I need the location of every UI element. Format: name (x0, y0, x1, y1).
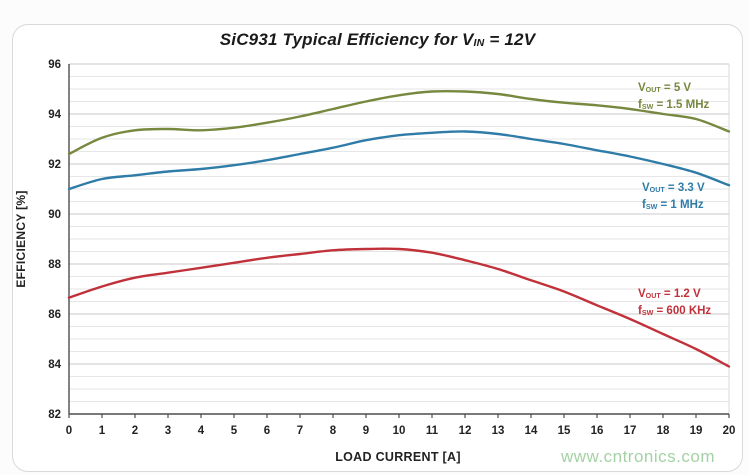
annotation-vout-1v2-line2: fSW = 600 KHz (638, 305, 712, 317)
x-tick-label: 5 (231, 425, 238, 437)
x-tick-label: 16 (591, 425, 604, 437)
y-tick-label: 90 (48, 209, 61, 221)
x-tick-label: 18 (657, 425, 670, 437)
chart-title-main: SiC931 Typical Efficiency for V (219, 30, 474, 49)
annotation-vout-1v2: VOUT = 1.2 V fSW = 600 KHz (638, 286, 711, 320)
x-tick-label: 10 (393, 425, 406, 437)
y-tick-label: 92 (48, 159, 61, 171)
y-tick-label: 82 (48, 409, 61, 421)
watermark: www.cntronics.com (561, 447, 715, 466)
x-tick-label: 11 (426, 425, 439, 437)
annotation-vout-3v3-line2: fSW = 1 MHz (642, 199, 704, 211)
x-tick-label: 13 (492, 425, 505, 437)
y-tick-label: 86 (48, 309, 61, 321)
x-tick-label: 3 (165, 425, 171, 437)
x-tick-label: 20 (723, 425, 736, 437)
annotation-vout-1v2-line1: VOUT = 1.2 V (638, 288, 701, 300)
annotation-vout-5v-line2: fSW = 1.5 MHz (638, 99, 710, 111)
x-tick-label: 12 (459, 425, 472, 437)
annotation-vout-3v3-line1: VOUT = 3.3 V (642, 182, 705, 194)
chart-title-subscript: IN (473, 37, 485, 50)
x-tick-label: 7 (297, 425, 303, 437)
series-curve-0 (67, 89, 731, 156)
x-tick-label: 19 (690, 425, 703, 437)
x-axis-title: LOAD CURRENT [A] (335, 450, 461, 464)
series-curve-1 (67, 130, 731, 191)
x-tick-label: 15 (558, 425, 571, 437)
y-tick-label: 96 (48, 59, 61, 71)
y-axis-title: EFFICIENCY [%] (14, 190, 28, 288)
annotation-vout-5v-line1: VOUT = 5 V (638, 82, 692, 94)
series-curve-2 (67, 247, 731, 368)
x-tick-label: 6 (264, 425, 270, 437)
chart-title-rest: = 12V (484, 30, 536, 49)
x-tick-label: 17 (624, 425, 637, 437)
efficiency-line-chart: 0 1 2 3 4 5 6 7 8 9 10 11 12 13 14 15 16 17 18 19 2096949290… (48, 59, 736, 437)
x-tick-label: 9 (363, 425, 369, 437)
x-tick-label: 4 (198, 425, 205, 437)
x-tick-label: 2 (132, 425, 138, 437)
y-tick-label: 84 (48, 359, 61, 371)
chart-card: SiC931 Typical Efficiency for VIN = 12V … (12, 24, 743, 472)
x-tick-label: 0 (66, 425, 72, 437)
annotation-vout-5v: VOUT = 5 V fSW = 1.5 MHz (638, 80, 709, 114)
y-tick-label: 94 (48, 109, 61, 121)
y-tick-label: 88 (48, 259, 61, 271)
chart-title: SiC931 Typical Efficiency for VIN = 12V (13, 30, 742, 50)
x-tick-label: 8 (330, 425, 337, 437)
annotation-vout-3v3: VOUT = 3.3 V fSW = 1 MHz (642, 180, 705, 214)
x-tick-label: 1 (99, 425, 106, 437)
x-tick-label: 14 (525, 425, 538, 437)
